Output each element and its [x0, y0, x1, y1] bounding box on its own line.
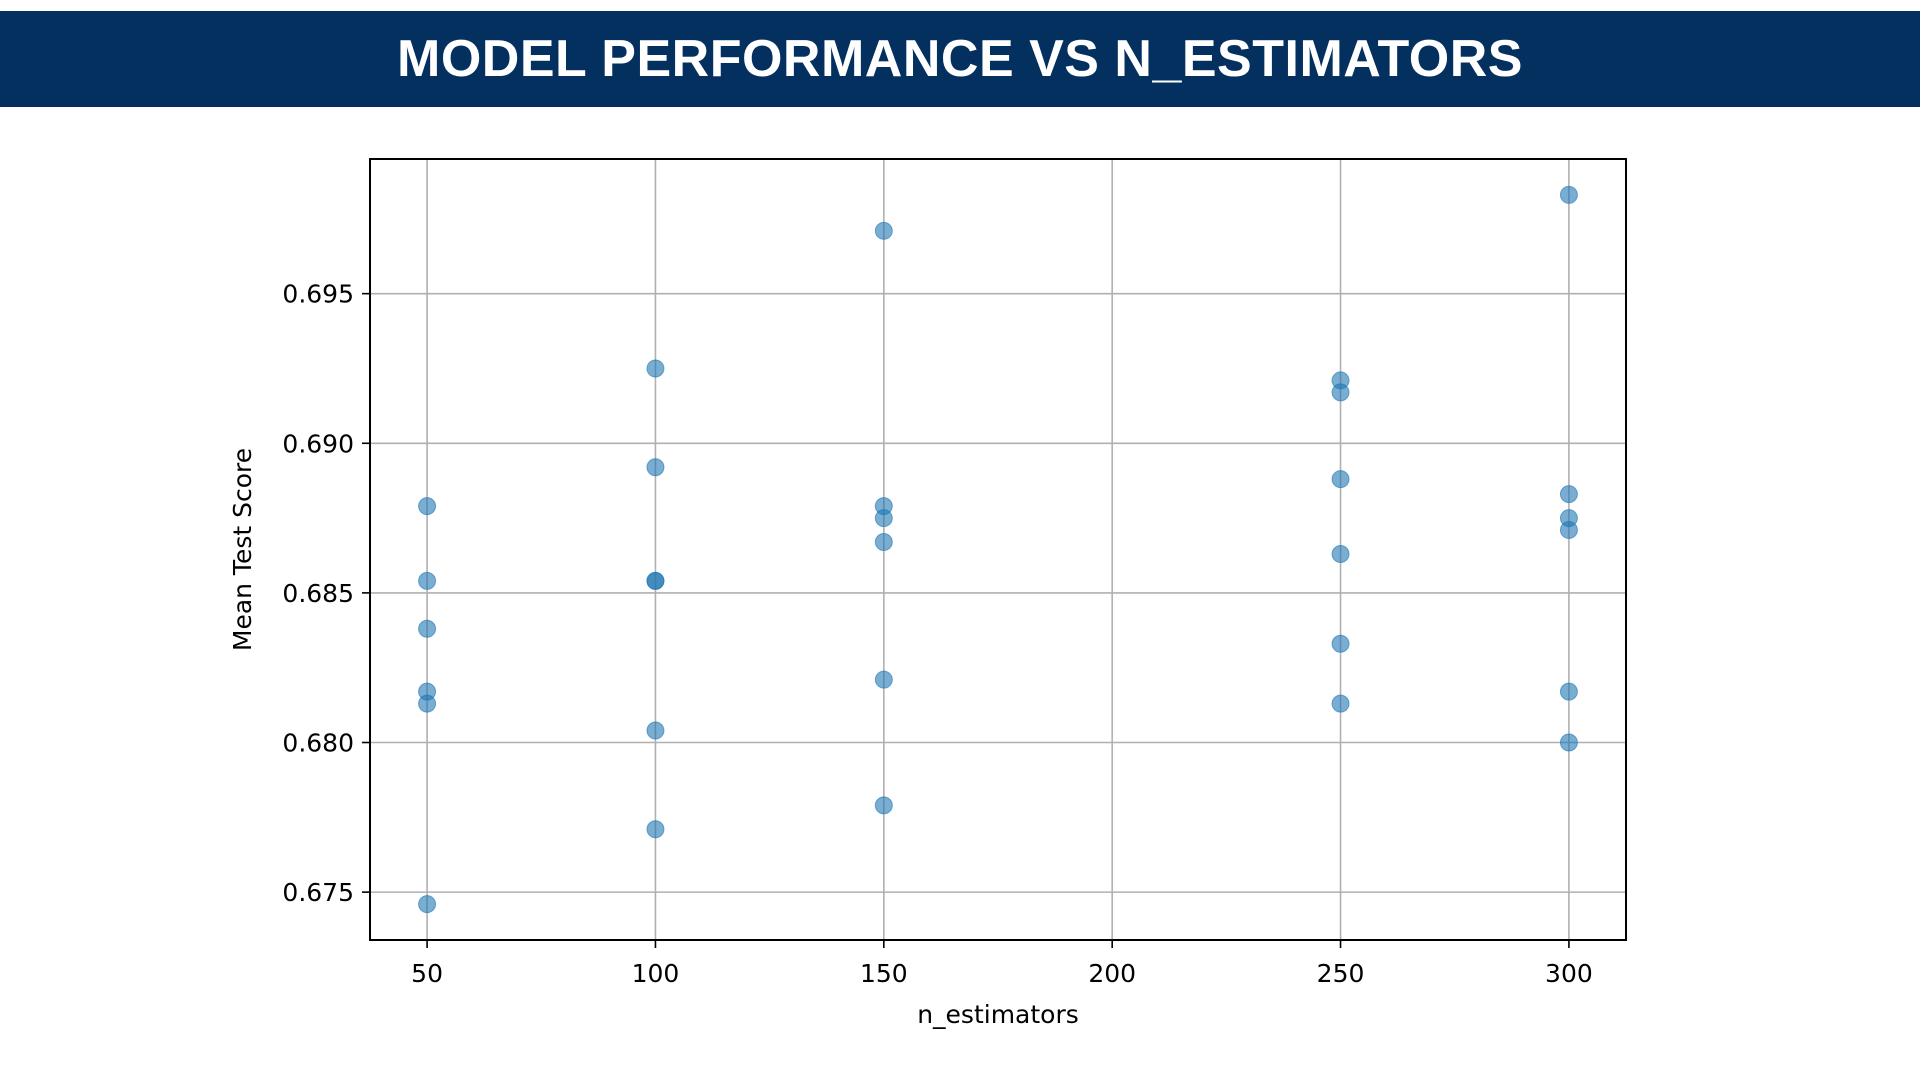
y-tick-label: 0.675: [282, 878, 354, 907]
data-point: [1331, 694, 1350, 713]
grid-lines: [370, 159, 1626, 940]
x-tick-label: 200: [1088, 959, 1136, 988]
y-tick-label: 0.690: [282, 429, 354, 458]
axis-ticks: 50 100 150 200 250 300 0.675 0.680 0.685 0.690 0.6…: [282, 280, 1592, 988]
data-point: [646, 359, 665, 378]
y-tick-label: 0.685: [282, 579, 354, 608]
y-tick-label: 0.695: [282, 280, 354, 309]
data-point: [418, 571, 437, 590]
data-point: [1331, 544, 1350, 563]
data-point: [874, 509, 893, 528]
data-point: [646, 721, 665, 740]
data-point: [646, 820, 665, 839]
data-point: [874, 796, 893, 815]
data-point: [418, 895, 437, 914]
data-point: [418, 619, 437, 638]
data-point: [646, 571, 665, 590]
data-point: [646, 458, 665, 477]
data-point: [874, 533, 893, 552]
title-banner: MODEL PERFORMANCE VS N_ESTIMATORS: [0, 11, 1920, 107]
x-tick-label: 100: [632, 959, 680, 988]
page-title: MODEL PERFORMANCE VS N_ESTIMATORS: [397, 30, 1523, 88]
y-axis-label: Mean Test Score: [228, 448, 257, 651]
data-point: [418, 694, 437, 713]
x-axis-label: n_estimators: [917, 1000, 1079, 1029]
data-point: [1331, 470, 1350, 489]
data-points: [418, 185, 1578, 914]
data-point: [1559, 682, 1578, 701]
y-tick-label: 0.680: [282, 729, 354, 758]
data-point: [1559, 521, 1578, 540]
data-point: [1559, 185, 1578, 204]
data-point: [1331, 383, 1350, 402]
x-tick-label: 250: [1317, 959, 1365, 988]
data-point: [1559, 733, 1578, 752]
data-point: [874, 221, 893, 240]
data-point: [1331, 634, 1350, 653]
data-point: [418, 497, 437, 516]
plot-frame: [369, 158, 1627, 941]
x-tick-label: 50: [411, 959, 443, 988]
data-point: [874, 670, 893, 689]
data-point: [1559, 485, 1578, 504]
x-tick-label: 150: [860, 959, 908, 988]
x-tick-label: 300: [1545, 959, 1593, 988]
